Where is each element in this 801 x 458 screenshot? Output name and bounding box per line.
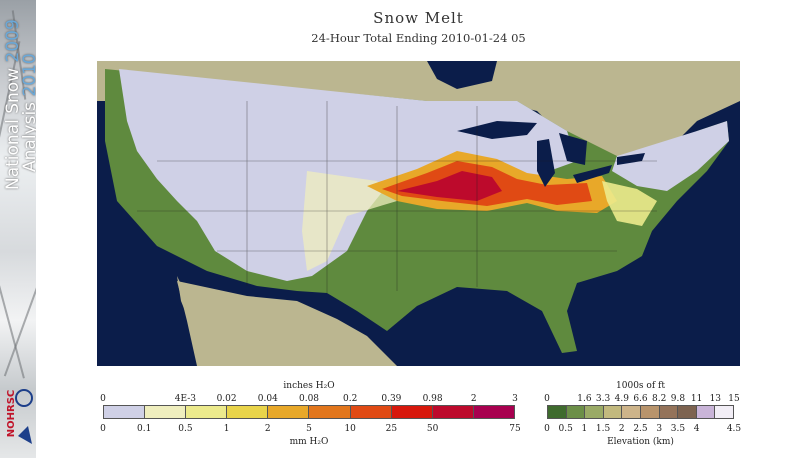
elevation-top-tick-label: 4.9	[614, 394, 629, 404]
melt-swatch	[104, 406, 146, 418]
melt-bottom-tick-label: 1	[223, 424, 230, 434]
northeast-snow-cover	[612, 121, 729, 191]
elevation-bottom-tick-label: 2	[618, 424, 625, 434]
melt-swatch	[186, 406, 228, 418]
melt-bottom-tick-label: 0	[100, 424, 106, 434]
melt-top-tick-label: 0.02	[216, 394, 237, 404]
elevation-color-bar	[547, 405, 734, 419]
elevation-swatch	[696, 406, 716, 418]
melt-swatch	[432, 406, 474, 418]
elevation-bottom-tick-label: 3	[656, 424, 663, 434]
logo-text: NOHRSC	[6, 389, 18, 438]
elevation-top-tick-label: 6.6	[633, 394, 648, 404]
melt-bottom-tick-label: 10	[344, 424, 356, 434]
elevation-swatch	[678, 406, 697, 418]
snow-melt-map	[97, 61, 740, 366]
elevation-swatch	[659, 406, 679, 418]
map-title: Snow Melt	[373, 9, 464, 27]
elevation-swatch	[566, 406, 586, 418]
melt-top-tick-label: 0.2	[343, 394, 358, 404]
state-boundaries	[137, 101, 657, 293]
lake-michigan	[537, 139, 555, 187]
melt-bottom-tick-label: 2	[264, 424, 271, 434]
elevation-bottom-tick-label: 4.5	[726, 424, 742, 434]
map-subtitle: 24-Hour Total Ending 2010-01-24 05	[311, 31, 526, 45]
map-graphic	[97, 61, 740, 366]
elevation-swatch	[603, 406, 623, 418]
elevation-bottom-tick-label: 3.5	[670, 424, 686, 434]
melt-swatch	[309, 406, 351, 418]
melt-swatch	[268, 406, 310, 418]
melt-bottom-tick-label: 50	[426, 424, 439, 434]
side-banner: National Snow 2009 Analysis 2010 NOHRSC	[0, 0, 36, 458]
nohrsc-logo: NOHRSC	[2, 386, 34, 452]
northeast-melt-fringe	[602, 181, 657, 226]
banner-line2-text: Analysis	[20, 101, 36, 172]
elevation-swatch	[715, 406, 733, 418]
melt-top-tick-label: 2	[470, 394, 477, 404]
elevation-bottom-tick-label: 4	[693, 424, 700, 434]
melt-top-tick-label: 0.04	[257, 394, 278, 404]
melt-swatch	[391, 406, 433, 418]
mexico-land	[177, 281, 397, 366]
melt-swatch	[227, 406, 269, 418]
melt-bottom-tick-label: 0.5	[178, 424, 193, 434]
elevation-units-top: 1000s of ft	[616, 381, 665, 391]
elevation-units-bottom: Elevation (km)	[607, 437, 674, 447]
elevation-swatch	[622, 406, 641, 418]
banner-title-line2: Analysis 2010	[20, 0, 36, 190]
elevation-top-tick-label: 3.3	[595, 394, 611, 404]
elevation-top-tick-label: 1.6	[577, 394, 592, 404]
melt-swatch	[145, 406, 187, 418]
melt-bottom-tick-label: 75	[509, 424, 521, 434]
elevation-top-tick-label: 11	[690, 394, 703, 404]
melt-units-top: inches H₂O	[283, 381, 335, 391]
melt-swatch	[473, 406, 514, 418]
elevation-top-tick-label: 0	[544, 394, 550, 404]
elevation-top-tick-label: 8.2	[652, 394, 667, 404]
lake-huron	[559, 133, 587, 165]
elevation-swatch	[548, 406, 567, 418]
elevation-bottom-tick-label: 0	[544, 424, 550, 434]
melt-top-tick-label: 0.39	[381, 394, 402, 404]
elevation-bottom-tick-label: 1	[581, 424, 588, 434]
elevation-bottom-tick-label: 0.5	[558, 424, 573, 434]
melt-top-tick-label: 0.08	[298, 394, 320, 404]
banner-line2-year: 2010	[20, 53, 36, 97]
lake-ontario	[617, 153, 645, 165]
elevation-bottom-tick-label: 1.5	[595, 424, 611, 434]
melt-top-tick-label: 0	[100, 394, 106, 404]
elevation-swatch	[640, 406, 660, 418]
logo-emblem-icon	[15, 389, 33, 444]
elevation-top-tick-label: 9.8	[670, 394, 686, 404]
light-melt-band	[302, 171, 397, 271]
melt-swatch	[350, 406, 392, 418]
melt-color-bar	[103, 405, 515, 419]
melt-bottom-tick-label: 0.1	[137, 424, 152, 434]
melt-bottom-tick-label: 5	[306, 424, 312, 434]
melt-top-tick-label: 3	[512, 394, 518, 404]
elevation-top-tick-label: 15	[728, 394, 740, 404]
melt-top-tick-label: 0.98	[422, 394, 443, 404]
northern-water	[427, 61, 497, 89]
elevation-top-tick-label: 13	[709, 394, 722, 404]
lake-erie	[573, 165, 612, 183]
melt-band-dark-red	[397, 171, 502, 201]
melt-top-tick-label: 4E-3	[174, 394, 197, 404]
elevation-bottom-tick-label: 2.5	[633, 424, 648, 434]
melt-bottom-tick-label: 25	[385, 424, 398, 434]
elevation-swatch	[585, 406, 604, 418]
melt-units-bottom: mm H₂O	[289, 437, 329, 447]
